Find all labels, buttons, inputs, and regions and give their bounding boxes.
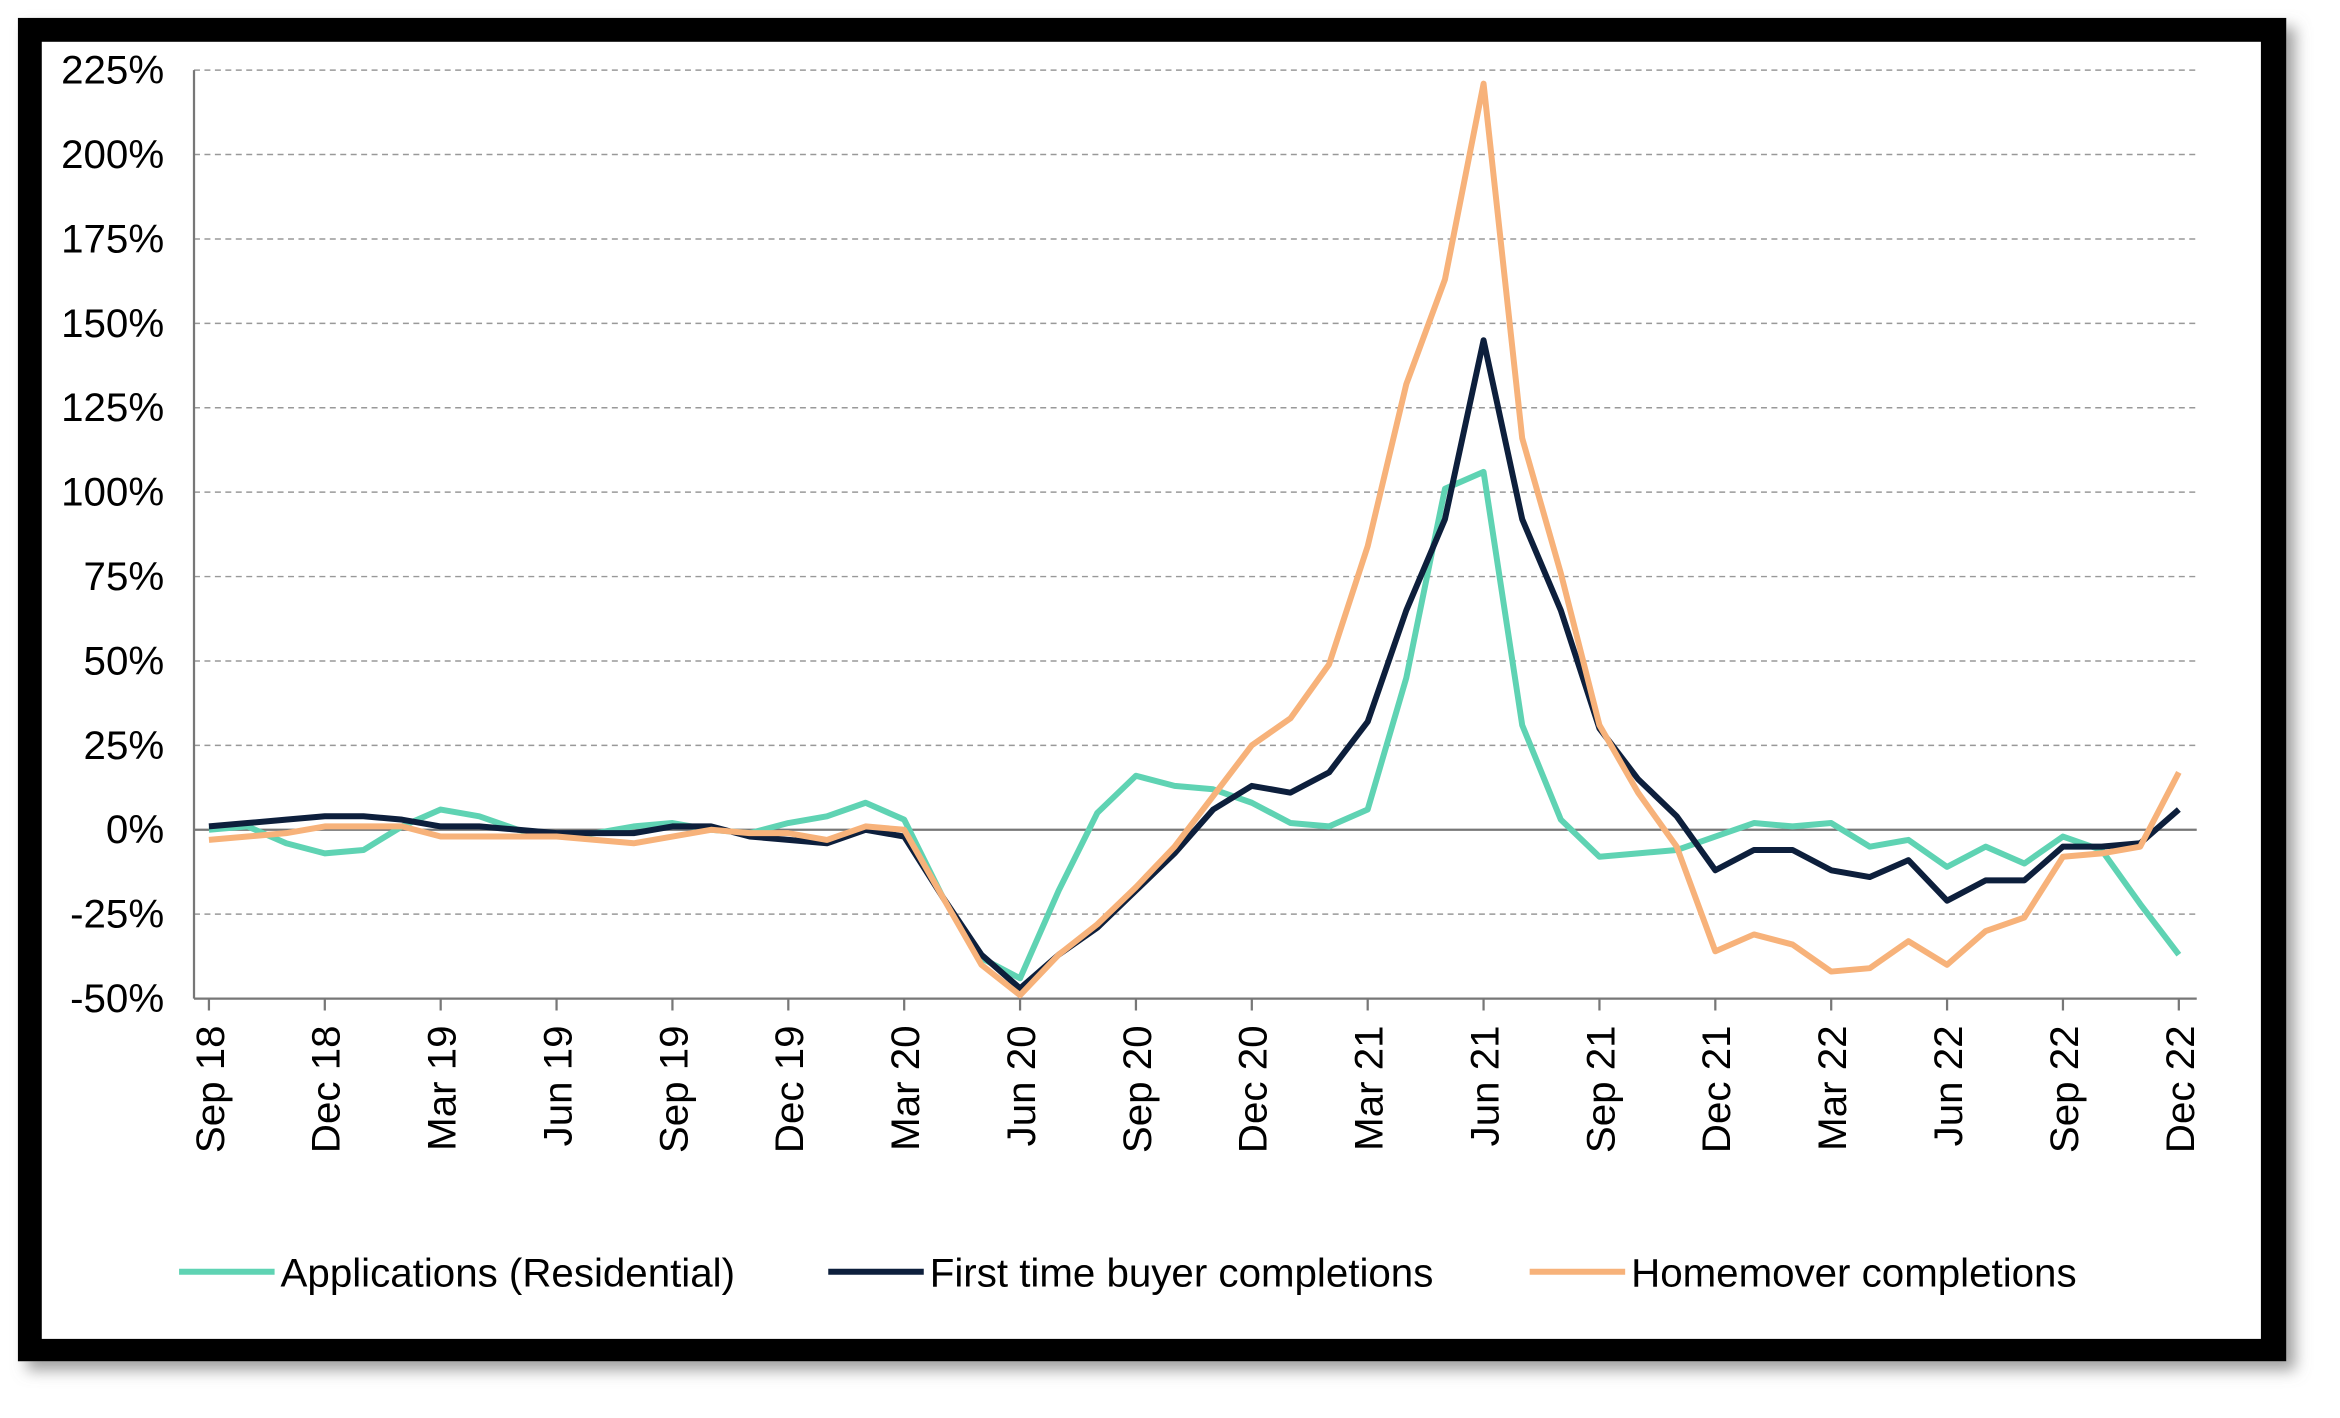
legend-label: Homemover completions [1631, 1251, 2076, 1296]
x-tick-label: Sep 21 [1578, 1025, 1623, 1153]
y-tick-label: -50% [70, 976, 164, 1021]
y-tick-label: 200% [61, 132, 164, 177]
x-tick-label: Jun 21 [1462, 1025, 1507, 1146]
y-tick-label: 25% [84, 723, 165, 768]
x-tick-label: Dec 20 [1231, 1025, 1276, 1153]
y-tick-label: 175% [61, 216, 164, 261]
y-tick-label: -25% [70, 892, 164, 937]
x-tick-label: Sep 22 [2042, 1025, 2087, 1153]
x-tick-label: Jun 20 [999, 1025, 1044, 1146]
legend-label: First time buyer completions [930, 1251, 1434, 1296]
x-tick-label: Mar 22 [1810, 1025, 1855, 1150]
y-tick-label: 150% [61, 301, 164, 346]
y-tick-label: 100% [61, 470, 164, 515]
x-tick-label: Mar 21 [1347, 1025, 1392, 1150]
x-tick-label: Mar 19 [420, 1025, 465, 1150]
x-tick-label: Sep 19 [651, 1025, 696, 1153]
x-tick-label: Dec 21 [1694, 1025, 1739, 1153]
x-tick-label: Mar 20 [883, 1025, 928, 1150]
y-tick-label: 50% [84, 638, 165, 683]
y-tick-label: 125% [61, 385, 164, 430]
legend-label: Applications (Residential) [281, 1251, 735, 1296]
x-tick-label: Sep 20 [1115, 1025, 1160, 1153]
series-line [208, 337, 2181, 992]
x-tick-label: Jun 19 [535, 1025, 580, 1146]
x-tick-label: Dec 19 [767, 1025, 812, 1153]
y-tick-label: 75% [84, 554, 165, 599]
x-tick-label: Sep 18 [188, 1025, 233, 1153]
plot-background [41, 41, 2261, 1339]
x-tick-label: Jun 22 [1926, 1025, 1971, 1146]
x-tick-label: Dec 18 [304, 1025, 349, 1153]
y-tick-label: 225% [61, 48, 164, 93]
x-tick-label: Dec 22 [2158, 1025, 2203, 1153]
y-tick-label: 0% [106, 807, 164, 852]
series-line [208, 80, 2182, 999]
